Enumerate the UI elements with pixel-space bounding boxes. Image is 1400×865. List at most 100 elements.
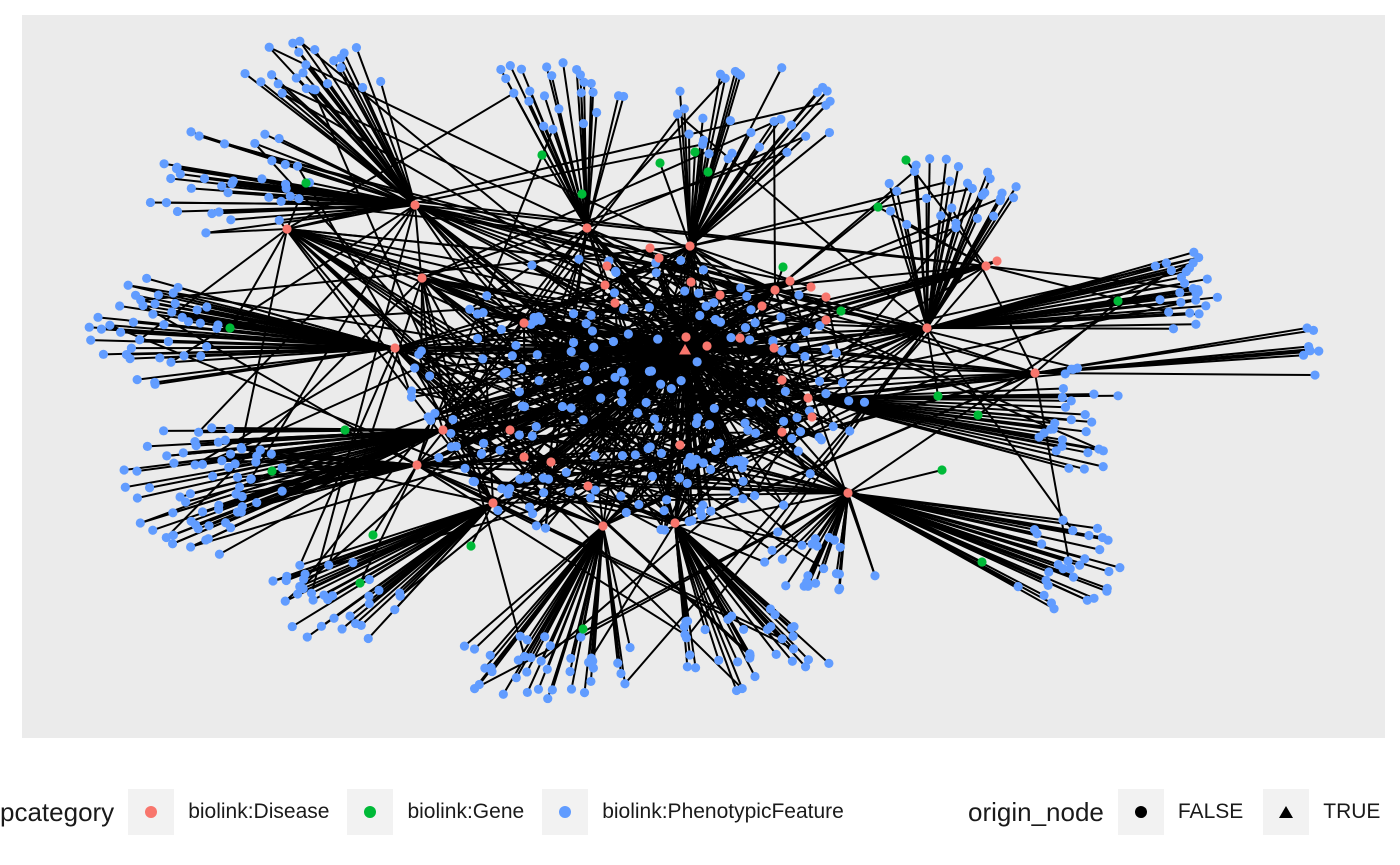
phenotype-node (358, 82, 368, 93)
phenotype-node (1094, 444, 1104, 454)
edge (359, 464, 418, 584)
phenotype-node (814, 376, 825, 386)
edge (286, 100, 831, 230)
phenotype-node (522, 687, 532, 698)
edge (206, 345, 396, 349)
disease-node (546, 457, 556, 467)
edge (926, 182, 969, 329)
phenotype-node (1189, 247, 1199, 257)
phenotype-node (780, 386, 791, 396)
phenotype-node (125, 354, 135, 364)
edge (286, 143, 703, 230)
phenotype-node (329, 613, 339, 623)
edge (190, 429, 444, 523)
phenotype-node (221, 518, 231, 528)
phenotype-node (666, 383, 676, 394)
phenotype-node (706, 506, 716, 516)
phenotype-node (277, 88, 287, 98)
phenotype-node (568, 337, 579, 348)
edge (847, 492, 1073, 532)
edge (197, 204, 416, 433)
phenotype-node (98, 349, 109, 359)
phenotype-node (522, 473, 532, 483)
phenotype-node (183, 317, 194, 327)
disease-node (645, 243, 655, 253)
disease-node (769, 343, 779, 353)
legend-label-disease: biolink:Disease (188, 800, 330, 823)
edge (586, 135, 807, 229)
edge (416, 447, 649, 466)
edge (587, 522, 676, 663)
phenotype-node (507, 351, 517, 361)
phenotype-node (566, 684, 577, 694)
phenotype-node (538, 473, 548, 483)
edge (847, 492, 1038, 535)
phenotype-node (499, 369, 509, 379)
edge (847, 492, 983, 563)
disease-node (519, 318, 529, 328)
edge (684, 347, 775, 351)
edge (689, 91, 819, 247)
phenotype-node (434, 452, 444, 463)
phenotype-node (921, 193, 932, 203)
disease-node (610, 298, 620, 308)
phenotype-node (225, 449, 236, 459)
edge (774, 170, 916, 291)
phenotype-node (1298, 350, 1309, 360)
phenotype-node (194, 427, 204, 437)
phenotype-node (207, 208, 217, 219)
network-graph (84, 36, 1324, 704)
phenotype-node (651, 268, 661, 278)
phenotype-node (192, 305, 202, 315)
edge (674, 522, 738, 691)
phenotype-node (527, 260, 537, 270)
phenotype-node (511, 340, 521, 351)
phenotype-node (617, 397, 627, 407)
phenotype-node (756, 398, 766, 408)
phenotype-node (786, 120, 797, 130)
edge (286, 228, 625, 310)
phenotype-node (528, 509, 538, 519)
phenotype-node (845, 426, 855, 436)
edge (659, 162, 691, 247)
disease-node (777, 375, 787, 385)
edge (512, 354, 1036, 374)
edge (889, 210, 928, 329)
phenotype-node (533, 684, 544, 694)
phenotype-node (738, 624, 749, 635)
edge (847, 492, 1074, 579)
edge (950, 207, 1036, 374)
phenotype-node (302, 632, 312, 642)
edge (231, 182, 416, 206)
phenotype-node (1102, 586, 1112, 596)
phenotype-node (578, 119, 589, 129)
phenotype-node (277, 486, 287, 496)
phenotype-node (478, 354, 488, 364)
phenotype-node (1115, 563, 1125, 573)
phenotype-node (746, 397, 756, 407)
phenotype-node (710, 445, 721, 455)
phenotype-node (345, 611, 355, 621)
gene-node (778, 262, 788, 272)
phenotype-node (132, 493, 142, 503)
phenotype-node (516, 364, 526, 374)
gene-node (355, 578, 365, 588)
edge (590, 525, 604, 659)
phenotype-node (213, 437, 223, 447)
edge (689, 132, 752, 247)
edge (926, 207, 953, 329)
phenotype-node (485, 650, 495, 660)
phenotype-node (336, 53, 346, 63)
phenotype-node (701, 301, 711, 311)
edge (674, 522, 720, 661)
phenotype-node (1080, 409, 1090, 420)
edge (1034, 300, 1119, 374)
edge (689, 171, 709, 247)
edge (474, 492, 849, 690)
phenotype-node (630, 450, 640, 460)
phenotype-node (738, 476, 748, 486)
phenotype-node (232, 472, 243, 482)
phenotype-node (649, 414, 660, 424)
phenotype-node (565, 486, 575, 496)
phenotype-node (812, 541, 822, 551)
